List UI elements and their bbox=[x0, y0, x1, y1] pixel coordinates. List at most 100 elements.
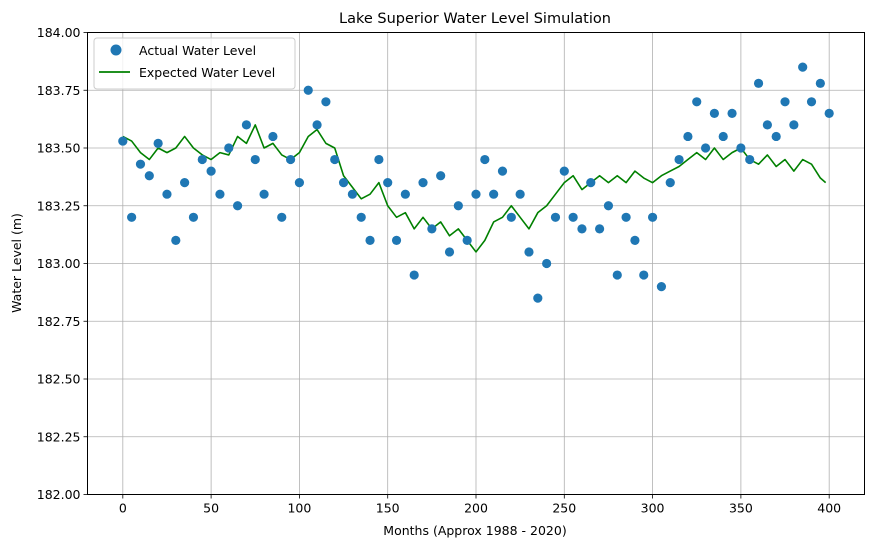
y-tick-label: 182.50 bbox=[37, 372, 81, 387]
series-actual-water-level bbox=[118, 62, 834, 303]
data-point bbox=[444, 247, 455, 257]
y-tick-label: 183.00 bbox=[37, 256, 81, 271]
data-point bbox=[515, 189, 525, 199]
data-point bbox=[665, 178, 675, 188]
data-point bbox=[365, 235, 375, 245]
data-point bbox=[259, 189, 269, 199]
data-point bbox=[798, 62, 808, 72]
x-tick-label: 200 bbox=[464, 501, 488, 516]
data-point bbox=[647, 212, 658, 222]
x-tick-label: 350 bbox=[729, 501, 753, 516]
y-tick-label: 182.00 bbox=[37, 487, 81, 502]
data-point bbox=[745, 154, 755, 165]
data-point bbox=[391, 235, 402, 245]
data-point bbox=[595, 224, 605, 234]
data-point bbox=[400, 189, 410, 199]
y-tick-label: 183.75 bbox=[37, 83, 81, 98]
data-point bbox=[153, 138, 163, 148]
data-point bbox=[312, 120, 322, 130]
x-tick-label: 250 bbox=[552, 501, 576, 516]
data-point bbox=[188, 212, 199, 222]
x-tick-label: 50 bbox=[203, 501, 219, 516]
legend-marker-actual bbox=[110, 44, 122, 56]
data-point bbox=[356, 212, 366, 222]
data-point bbox=[197, 154, 207, 165]
x-axis: 0 50 100 150 200 250 300 350 400 bbox=[119, 494, 841, 516]
legend-label-actual: Actual Water Level bbox=[139, 43, 256, 58]
x-axis-label: Months (Approx 1988 - 2020) bbox=[383, 523, 566, 538]
data-point bbox=[612, 270, 622, 280]
data-point bbox=[480, 154, 490, 165]
data-point bbox=[294, 178, 305, 188]
data-point bbox=[436, 171, 446, 181]
data-point bbox=[285, 154, 296, 165]
plot-area bbox=[118, 62, 834, 303]
data-point bbox=[709, 108, 720, 118]
data-point bbox=[603, 201, 614, 211]
legend: Actual Water Level Expected Water Level bbox=[93, 37, 296, 90]
data-point bbox=[639, 270, 649, 280]
x-tick-label: 0 bbox=[119, 501, 127, 516]
data-point bbox=[550, 212, 561, 222]
data-point bbox=[224, 143, 234, 153]
data-point bbox=[630, 235, 640, 245]
grid bbox=[87, 32, 865, 495]
data-point bbox=[374, 154, 384, 165]
data-point bbox=[762, 120, 772, 130]
data-point bbox=[700, 143, 711, 153]
data-point bbox=[780, 97, 790, 107]
legend-box bbox=[93, 37, 296, 90]
data-point bbox=[135, 159, 146, 169]
data-point bbox=[506, 212, 516, 222]
x-tick-label: 400 bbox=[817, 501, 841, 516]
data-point bbox=[462, 235, 472, 245]
data-point bbox=[303, 85, 313, 95]
y-tick-label: 184.00 bbox=[37, 25, 81, 40]
data-point bbox=[118, 136, 128, 146]
legend-label-expected: Expected Water Level bbox=[139, 65, 275, 80]
data-point bbox=[418, 178, 428, 188]
data-point bbox=[250, 154, 260, 165]
data-point bbox=[559, 166, 569, 176]
y-tick-label: 183.25 bbox=[37, 198, 81, 213]
x-tick-label: 150 bbox=[376, 501, 400, 516]
data-point bbox=[683, 131, 693, 142]
y-tick-label: 182.75 bbox=[37, 314, 81, 329]
data-point bbox=[718, 131, 728, 142]
data-point bbox=[233, 201, 243, 211]
x-tick-label: 100 bbox=[287, 501, 311, 516]
data-point bbox=[453, 201, 463, 211]
data-point bbox=[497, 166, 508, 176]
chart-title: Lake Superior Water Level Simulation bbox=[339, 11, 611, 27]
data-point bbox=[180, 178, 190, 188]
data-point bbox=[215, 189, 225, 199]
data-point bbox=[674, 154, 684, 165]
data-point bbox=[753, 78, 764, 88]
data-point bbox=[824, 108, 834, 118]
data-point bbox=[815, 78, 825, 88]
data-point bbox=[533, 293, 543, 303]
data-point bbox=[771, 131, 781, 142]
data-point bbox=[806, 97, 817, 107]
data-point bbox=[692, 97, 702, 107]
data-point bbox=[656, 282, 667, 292]
data-point bbox=[586, 178, 596, 188]
data-point bbox=[736, 143, 746, 153]
data-point bbox=[277, 212, 287, 222]
data-point bbox=[471, 189, 481, 199]
data-point bbox=[347, 189, 357, 199]
data-point bbox=[727, 108, 737, 118]
data-point bbox=[206, 166, 216, 176]
y-tick-label: 182.25 bbox=[37, 429, 81, 444]
y-axis: 182.00 182.25 182.50 182.75 183.00 183.25 183.… bbox=[37, 25, 88, 502]
expected-water-level-line bbox=[122, 124, 827, 253]
data-point bbox=[338, 178, 349, 188]
y-tick-label: 183.50 bbox=[37, 141, 81, 156]
data-point bbox=[489, 189, 499, 199]
data-point bbox=[568, 212, 578, 222]
data-point bbox=[171, 235, 181, 245]
data-point bbox=[330, 154, 340, 165]
data-point bbox=[427, 224, 437, 234]
data-point bbox=[268, 131, 278, 142]
